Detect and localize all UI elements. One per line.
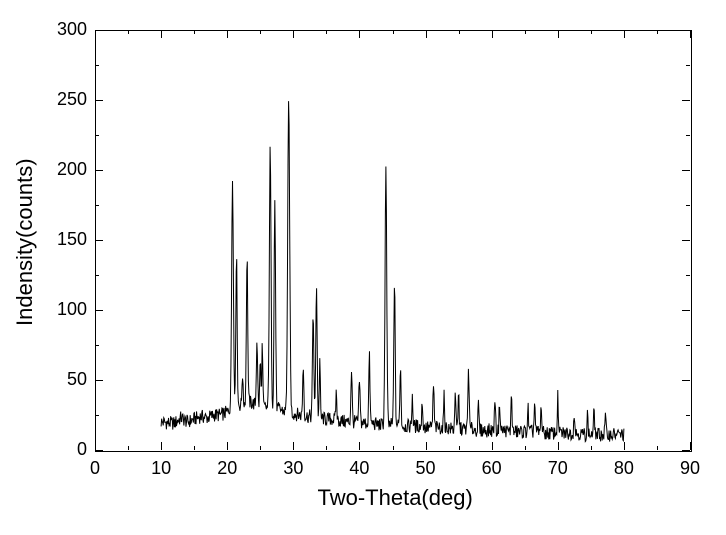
y-tick-label: 0 [45, 439, 87, 460]
y-tick-minor [95, 65, 99, 66]
y-tick-major [95, 30, 103, 31]
y-tick-minor-right [686, 135, 690, 136]
x-tick-major-top [492, 30, 493, 38]
y-tick-major-right [682, 100, 690, 101]
x-tick-minor [194, 446, 195, 450]
x-tick-label: 80 [609, 458, 639, 479]
y-tick-label: 250 [45, 89, 87, 110]
x-tick-label: 50 [411, 458, 441, 479]
x-tick-minor [657, 446, 658, 450]
x-tick-label: 0 [80, 458, 110, 479]
y-tick-minor [95, 415, 99, 416]
x-tick-minor [591, 446, 592, 450]
x-tick-label: 10 [146, 458, 176, 479]
y-tick-minor [95, 135, 99, 136]
y-tick-minor-right [686, 205, 690, 206]
x-tick-major [558, 442, 559, 450]
x-tick-label: 70 [543, 458, 573, 479]
x-tick-minor-top [459, 30, 460, 34]
x-tick-minor [260, 446, 261, 450]
y-tick-major-right [682, 450, 690, 451]
y-tick-minor-right [686, 65, 690, 66]
x-tick-label: 60 [477, 458, 507, 479]
x-tick-major [293, 442, 294, 450]
x-tick-minor [128, 446, 129, 450]
x-tick-major [690, 442, 691, 450]
x-tick-major [161, 442, 162, 450]
y-tick-minor-right [686, 345, 690, 346]
y-tick-major [95, 450, 103, 451]
x-tick-label: 40 [344, 458, 374, 479]
xrd-line-plot [0, 0, 726, 535]
y-tick-label: 150 [45, 229, 87, 250]
y-tick-major-right [682, 310, 690, 311]
x-tick-major-top [624, 30, 625, 38]
y-tick-label: 300 [45, 19, 87, 40]
x-tick-major-top [227, 30, 228, 38]
y-tick-major-right [682, 240, 690, 241]
y-tick-minor-right [686, 415, 690, 416]
x-tick-major-top [690, 30, 691, 38]
x-tick-label: 30 [278, 458, 308, 479]
x-tick-minor-top [393, 30, 394, 34]
x-tick-minor-top [128, 30, 129, 34]
x-tick-major-top [293, 30, 294, 38]
xrd-data-line [161, 101, 624, 441]
x-tick-major [227, 442, 228, 450]
y-tick-minor-right [686, 275, 690, 276]
x-tick-major [624, 442, 625, 450]
x-tick-major-top [95, 30, 96, 38]
y-tick-major-right [682, 170, 690, 171]
x-tick-minor-top [260, 30, 261, 34]
x-tick-minor-top [525, 30, 526, 34]
y-tick-label: 200 [45, 159, 87, 180]
x-tick-minor-top [194, 30, 195, 34]
y-axis-label: Indensity(counts) [12, 156, 38, 326]
y-tick-label: 50 [45, 369, 87, 390]
y-tick-minor [95, 275, 99, 276]
y-tick-major [95, 380, 103, 381]
x-tick-minor-top [591, 30, 592, 34]
y-tick-major [95, 310, 103, 311]
x-tick-minor [393, 446, 394, 450]
y-tick-minor [95, 205, 99, 206]
y-tick-major [95, 100, 103, 101]
x-tick-major-top [558, 30, 559, 38]
y-tick-minor [95, 345, 99, 346]
x-tick-major [492, 442, 493, 450]
y-tick-major [95, 240, 103, 241]
x-tick-major-top [359, 30, 360, 38]
y-tick-major-right [682, 30, 690, 31]
xrd-chart: 0 10 20 30 40 50 60 70 80 90 0 50 100 150 200 250 300 Tw… [0, 0, 726, 535]
x-axis-label: Two-Theta(deg) [318, 485, 473, 511]
x-tick-major [359, 442, 360, 450]
x-tick-minor-top [657, 30, 658, 34]
x-tick-minor [326, 446, 327, 450]
x-tick-label: 20 [212, 458, 242, 479]
x-tick-major-top [161, 30, 162, 38]
y-tick-major [95, 170, 103, 171]
y-tick-major-right [682, 380, 690, 381]
x-tick-minor [459, 446, 460, 450]
y-tick-label: 100 [45, 299, 87, 320]
x-tick-label: 90 [675, 458, 705, 479]
x-tick-minor-top [326, 30, 327, 34]
x-tick-minor [525, 446, 526, 450]
x-tick-major-top [426, 30, 427, 38]
x-tick-major [95, 442, 96, 450]
x-tick-major [426, 442, 427, 450]
